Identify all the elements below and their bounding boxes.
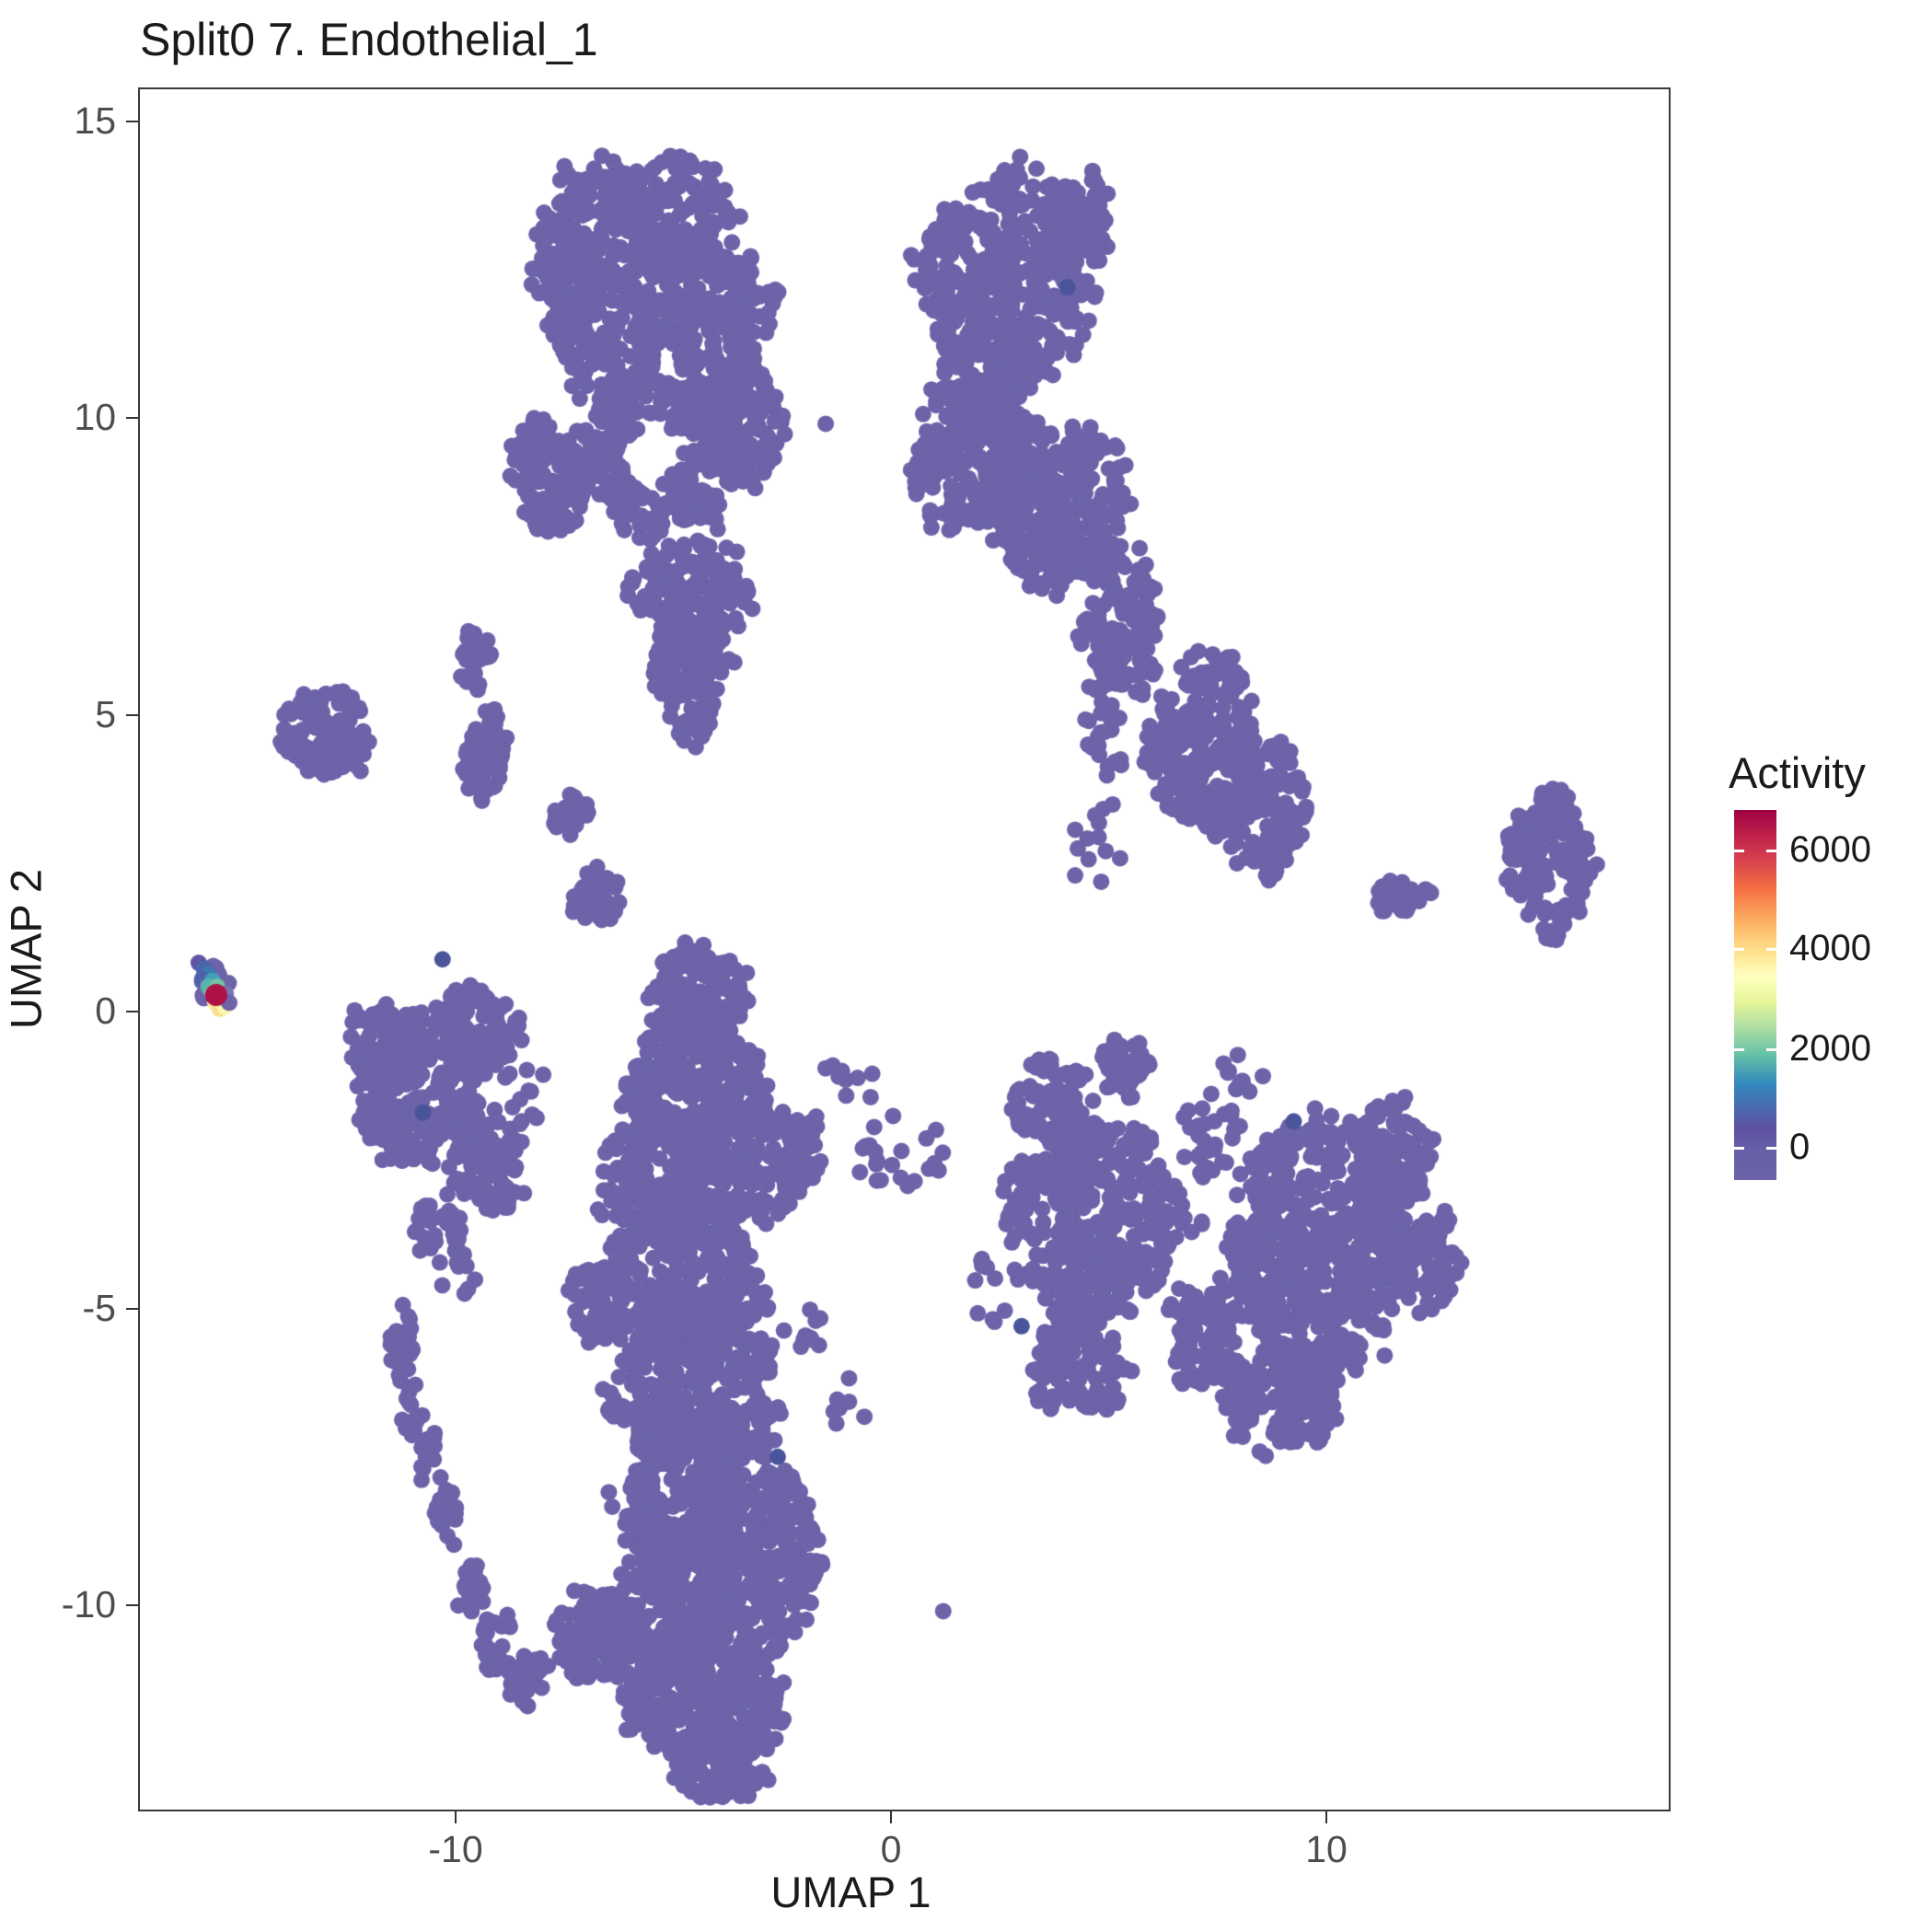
x-tick-mark bbox=[890, 1811, 892, 1823]
y-tick-mark bbox=[126, 713, 138, 716]
y-tick-mark bbox=[126, 417, 138, 419]
legend-tick-label: 4000 bbox=[1789, 928, 1871, 968]
colorbar-tick bbox=[1734, 1048, 1744, 1051]
y-tick-label: 15 bbox=[74, 98, 116, 142]
x-tick-label: 10 bbox=[1305, 1828, 1348, 1870]
colorbar-tick bbox=[1766, 948, 1776, 951]
y-tick-mark bbox=[126, 120, 138, 122]
activity-colorbar bbox=[1734, 810, 1776, 1180]
y-tick-mark bbox=[126, 1011, 138, 1012]
legend-tick-label: 2000 bbox=[1789, 1028, 1871, 1069]
colorbar-tick bbox=[1766, 850, 1776, 852]
x-axis-title-wrap: UMAP 1 bbox=[0, 1867, 1809, 1917]
y-tick-label: -10 bbox=[61, 1583, 116, 1625]
x-tick-label: 0 bbox=[880, 1828, 902, 1870]
legend-tick-label: 6000 bbox=[1789, 829, 1871, 870]
y-tick-label: 0 bbox=[95, 989, 116, 1032]
legend-tick-label: 0 bbox=[1789, 1127, 1811, 1167]
colorbar-tick bbox=[1734, 948, 1744, 951]
y-tick-label: -5 bbox=[82, 1286, 116, 1329]
y-tick-mark bbox=[126, 1307, 138, 1310]
x-axis-title: UMAP 1 bbox=[770, 1868, 931, 1916]
colorbar-tick bbox=[1734, 850, 1744, 852]
x-tick-label: -10 bbox=[428, 1828, 483, 1870]
y-tick-mark bbox=[126, 1604, 138, 1606]
colorbar-tick bbox=[1766, 1147, 1776, 1150]
colorbar-tick bbox=[1766, 1048, 1776, 1051]
y-tick-label: 5 bbox=[95, 692, 116, 735]
y-tick-label: 10 bbox=[74, 396, 116, 438]
legend-title: Activity bbox=[1729, 748, 1866, 797]
x-tick-mark bbox=[1325, 1811, 1327, 1823]
x-tick-mark bbox=[455, 1811, 457, 1823]
colorbar-tick bbox=[1734, 1147, 1744, 1150]
plot-title: Split0 7. Endothelial_1 bbox=[140, 14, 598, 65]
